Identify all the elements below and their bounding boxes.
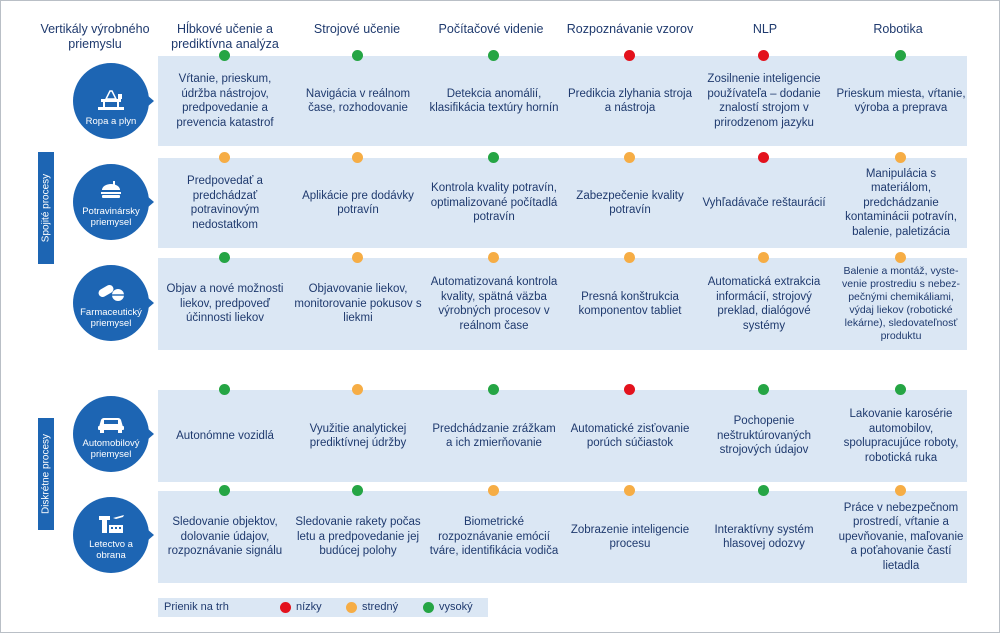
penetration-dot: [758, 152, 769, 163]
pointer-arrow: [147, 428, 154, 440]
penetration-dot: [758, 252, 769, 263]
legend-label-high: vysoký: [439, 601, 473, 613]
penetration-dot: [624, 50, 635, 61]
penetration-dot: [488, 485, 499, 496]
pointer-arrow: [147, 297, 154, 309]
airport-icon: [99, 515, 124, 533]
group-label-continuous: Spojité procesy: [38, 152, 54, 264]
penetration-dot: [488, 152, 499, 163]
row-band: [158, 158, 967, 248]
cell-automotive-pattern-recognition: Automatické zisťovanie porúch súčiastok: [570, 422, 690, 450]
penetration-dot: [219, 50, 230, 61]
penetration-dot: [895, 384, 906, 395]
penetration-dot: [352, 50, 363, 61]
row-band: [158, 491, 967, 583]
penetration-dot: [219, 384, 230, 395]
legend-label-medium: stredný: [362, 601, 399, 613]
penetration-dot: [624, 252, 635, 263]
car-icon: [98, 418, 124, 433]
penetration-dot: [895, 152, 906, 163]
penetration-dot: [352, 384, 363, 395]
legend-dot-low: [280, 602, 291, 613]
penetration-dot: [624, 384, 635, 395]
pointer-arrow: [147, 95, 154, 107]
header-pattern-recognition: Rozpoznávanie vzorov: [566, 22, 694, 36]
cell-food-nlp: Vyhľadávače reštaurácií: [702, 196, 826, 209]
cell-oil-gas-deep-learning: Vŕtanie, prieskum, údržba nástrojov, pre…: [176, 73, 274, 129]
pills-icon: [98, 285, 124, 301]
cell-pharma-deep-learning: Objav a nové možnosti liekov, predpoveď …: [166, 283, 284, 325]
cell-aerospace-deep-learning: Sledovanie objektov, dolovanie údajov, r…: [167, 516, 283, 558]
group-label-discrete: Diskrétne procesy: [38, 418, 54, 530]
pointer-arrow: [147, 196, 154, 208]
penetration-dot: [758, 485, 769, 496]
cell-automotive-robotics: Lakovanie karosérie automobilov, spolupr…: [843, 408, 959, 464]
vertical-automotive: Automobilový priemysel: [73, 396, 149, 472]
cell-aerospace-machine-learning: Sledovanie rakety počas letu a predpoved…: [295, 516, 421, 558]
penetration-dot: [219, 485, 230, 496]
pointer-arrow: [147, 529, 154, 541]
cell-oil-gas-computer-vision: Detekcia anomálií, klasifikácia textúry …: [429, 87, 559, 115]
penetration-dot: [895, 50, 906, 61]
penetration-dot: [352, 485, 363, 496]
cell-oil-gas-pattern-recognition: Predikcia zlyhania stroja a nástroja: [567, 87, 692, 115]
cell-automotive-nlp: Pochopenie neštruktúrovaných strojových …: [717, 415, 811, 457]
header-machine-learning: Strojové učenie: [313, 22, 401, 36]
cell-food-computer-vision: Kontrola kvality potravín, optimalizovan…: [430, 182, 558, 224]
header-computer-vision: Počítačové videnie: [438, 22, 544, 36]
legend-label-low: nízky: [296, 601, 322, 613]
cell-aerospace-computer-vision: Biometrické rozpoznávanie emócií tváre, …: [429, 516, 559, 558]
cell-oil-gas-machine-learning: Navigácia v reálnom čase, rozhodovanie: [305, 87, 411, 115]
cell-oil-gas-nlp: Zosilnenie inteligencie používateľa – do…: [707, 73, 821, 129]
penetration-dot: [488, 50, 499, 61]
cell-automotive-computer-vision: Predchádzanie zrážkam a ich zmierňovanie: [432, 422, 556, 450]
penetration-dot: [219, 252, 230, 263]
penetration-dot: [352, 152, 363, 163]
penetration-dot: [624, 485, 635, 496]
legend: Prienik na trh nízky stredný vysoký: [158, 598, 488, 617]
penetration-dot: [895, 252, 906, 263]
vertical-pharma: Farmaceutický priemysel: [73, 265, 149, 341]
legend-title: Prienik na trh: [164, 601, 229, 613]
cell-automotive-deep-learning: Autonómne vozidlá: [176, 429, 274, 442]
penetration-dot: [758, 50, 769, 61]
oil-rig-icon: [98, 90, 124, 110]
cell-pharma-robotics: Balenie a montáž, vyste­venie prostrediu…: [842, 265, 960, 342]
food-icon: [101, 181, 121, 198]
cell-oil-gas-robotics: Prieskum miesta, vŕtanie, výroba a prepr…: [836, 87, 966, 115]
cell-aerospace-robotics: Práce v nebezpečnom prostredí, vŕtanie a…: [838, 501, 964, 572]
cell-aerospace-pattern-recognition: Zobrazenie inteligencie procesu: [570, 523, 690, 551]
penetration-dot: [895, 485, 906, 496]
cell-pharma-machine-learning: Objavovanie liekov, monitorovanie pokuso…: [294, 283, 422, 325]
cell-pharma-computer-vision: Automatizovaná kontrola kvality, spätná …: [430, 276, 558, 332]
penetration-dot: [352, 252, 363, 263]
penetration-dot: [758, 384, 769, 395]
row-band: [158, 390, 967, 482]
penetration-dot: [624, 152, 635, 163]
penetration-dot: [219, 152, 230, 163]
header-verticals: Vertikály výrobného priemyslu: [40, 22, 150, 51]
cell-food-deep-learning: Predpovedať a predchádzať potravinovým n…: [187, 175, 263, 231]
header-nlp: NLP: [752, 22, 778, 36]
vertical-oil-gas: Ropa a plyn: [73, 63, 149, 139]
header-deep-learning: Hĺbkové učenie a prediktívna analýza: [171, 22, 279, 51]
vertical-food: Potravinársky priemysel: [73, 164, 149, 240]
vertical-aerospace: Letectvo a obrana: [73, 497, 149, 573]
cell-food-machine-learning: Aplikácie pre dodávky potravín: [302, 189, 414, 217]
row-band: [158, 56, 967, 146]
row-band: [158, 258, 967, 350]
cell-pharma-pattern-recognition: Presná konštrukcia komponentov tabliet: [578, 290, 682, 318]
cell-automotive-machine-learning: Využitie analytickej prediktívnej údržby: [309, 422, 407, 450]
cell-pharma-nlp: Automatická extrakcia informácií, strojo…: [707, 276, 821, 332]
cell-food-pattern-recognition: Zabezpečenie kvality potravín: [576, 189, 684, 217]
cell-aerospace-nlp: Interaktívny systém hlasovej odozvy: [714, 523, 814, 551]
penetration-dot: [488, 252, 499, 263]
legend-dot-medium: [346, 602, 357, 613]
legend-dot-high: [423, 602, 434, 613]
penetration-dot: [488, 384, 499, 395]
header-robotics: Robotika: [873, 22, 923, 36]
cell-food-robotics: Manipulácia s materiálom, predchádzanie …: [845, 167, 957, 238]
